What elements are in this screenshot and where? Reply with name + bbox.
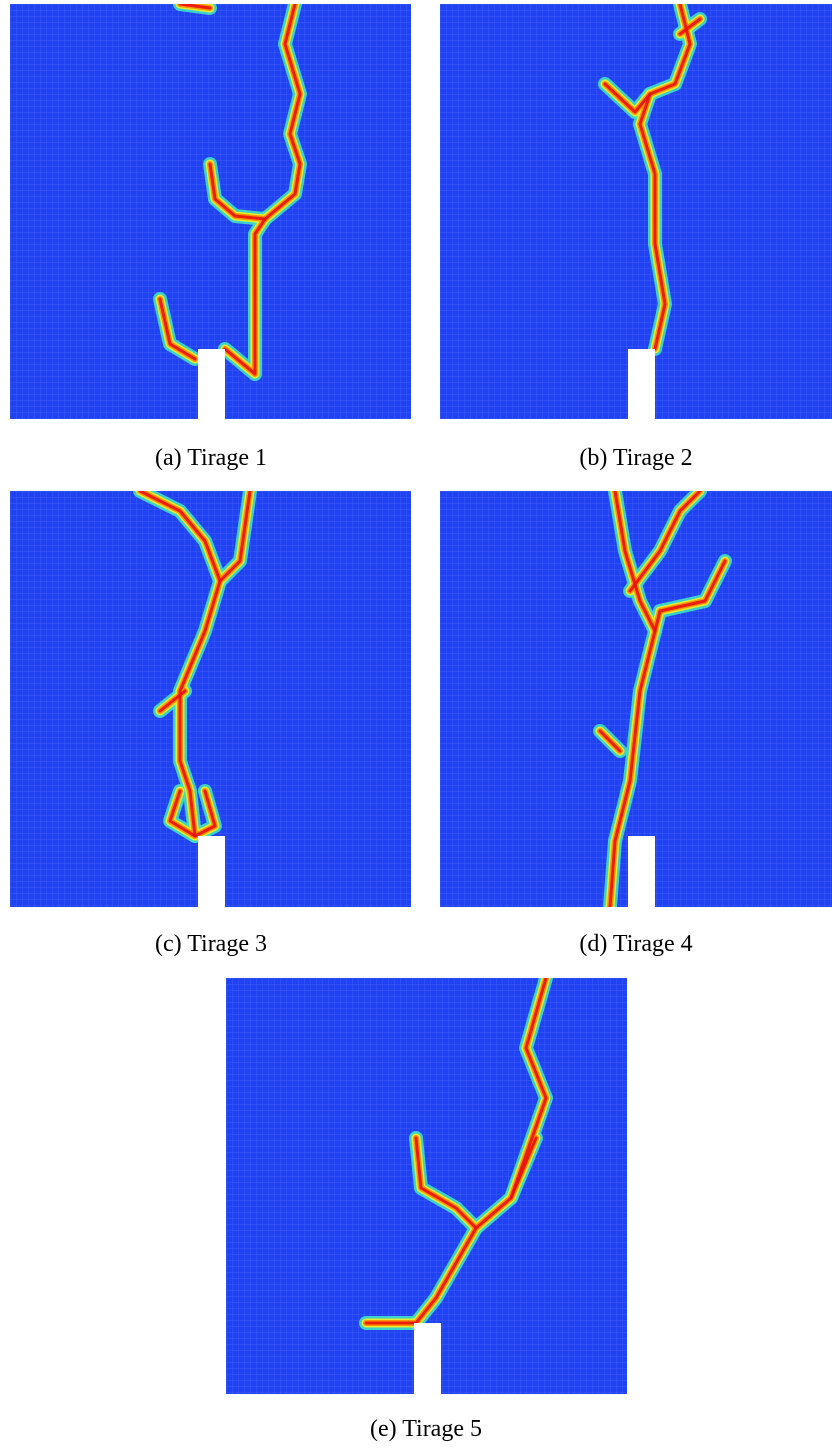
panel-d: [440, 491, 832, 907]
caption: (a) Tirage 1: [155, 445, 267, 471]
crack: [603, 82, 652, 114]
crack: [158, 689, 187, 713]
crack: [158, 297, 197, 361]
crack: [628, 491, 702, 593]
panel-a: [10, 4, 411, 419]
crack: [608, 491, 657, 907]
crack: [223, 4, 302, 376]
notch: [628, 349, 655, 419]
caption: (b) Tirage 2: [579, 445, 693, 471]
crack: [414, 1136, 478, 1230]
panel-c: [10, 491, 411, 907]
panel-b: [440, 4, 832, 419]
caption: (c) Tirage 3: [155, 931, 267, 957]
crack: [678, 17, 702, 36]
crack: [509, 1136, 538, 1200]
crack: [638, 4, 692, 351]
panel-e: [226, 978, 627, 1394]
crack: [178, 4, 212, 10]
crack: [168, 789, 217, 838]
crack: [653, 559, 727, 633]
notch: [414, 1323, 441, 1394]
crack: [138, 491, 222, 838]
notch: [198, 836, 225, 907]
crack: [598, 729, 622, 753]
crack: [208, 162, 267, 221]
notch: [628, 836, 655, 907]
caption: (d) Tirage 4: [579, 931, 693, 957]
caption: (e) Tirage 5: [370, 1416, 482, 1442]
crack: [218, 491, 252, 583]
notch: [198, 349, 225, 419]
